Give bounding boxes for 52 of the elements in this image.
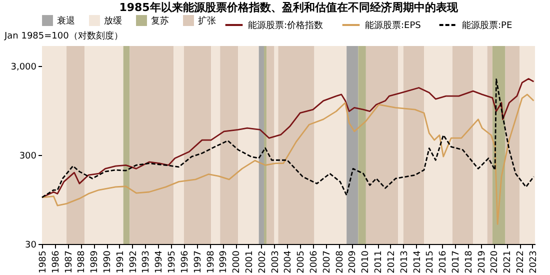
x-tick-label: 1991 [116, 250, 126, 274]
x-tick-label: 2001 [244, 250, 255, 274]
legend-label: 放缓 [104, 16, 122, 27]
x-tick-label: 1990 [103, 250, 114, 274]
x-tick-label: 1998 [206, 250, 216, 274]
x-tick-label: 2019 [477, 250, 488, 274]
y-tick-label: 3,000 [10, 62, 37, 72]
x-tick-label: 2004 [284, 250, 294, 274]
x-tick-label: 2016 [438, 250, 449, 274]
x-tick-label: 1989 [90, 250, 100, 274]
x-tick-label: 1996 [180, 250, 190, 274]
x-tick-label: 1995 [168, 250, 178, 274]
x-tick-label: 2020 [490, 250, 500, 274]
x-tick-label: 1999 [219, 250, 230, 274]
x-tick-label: 2002 [258, 250, 268, 274]
x-tick-label: 2021 [503, 250, 514, 274]
x-tick-label: 2018 [464, 250, 474, 274]
x-tick-label: 2000 [232, 250, 242, 274]
x-tick-label: 2003 [270, 250, 281, 274]
x-tick-label: 1992 [128, 250, 139, 274]
x-tick-label: 2012 [386, 250, 397, 274]
x-tick-label: 1993 [142, 250, 152, 274]
x-tick-label: 1985 [38, 250, 48, 274]
legend-label: 能源股票:PE [462, 20, 512, 31]
x-tick-label: 1986 [51, 250, 62, 274]
x-tick-label: 2007 [322, 250, 332, 274]
x-tick-label: 2008 [335, 250, 346, 274]
y-tick-label: 30 [25, 240, 37, 250]
x-tick-label: 2010 [361, 250, 372, 274]
x-tick-label: 1997 [193, 250, 204, 274]
line-series [41, 94, 534, 225]
x-tick-label: 2023 [528, 250, 539, 274]
x-tick-label: 1987 [64, 250, 74, 274]
x-tick-label: 2013 [400, 250, 410, 274]
legend-label: 扩张 [198, 16, 216, 27]
x-tick-label: 2015 [426, 250, 436, 274]
y-axis-title: Jan 1985=100（对数刻度） [4, 30, 123, 42]
chart-title: 1985年以来能源股票价格指数、盈利和估值在不同经济周期中的表现 [119, 1, 459, 14]
x-tick-label: 2014 [412, 250, 423, 274]
x-tick-label: 2009 [348, 250, 358, 274]
x-tick-label: 1988 [77, 250, 88, 274]
x-tick-label: 2011 [374, 250, 384, 274]
y-tick-label: 300 [19, 151, 37, 162]
x-tick-label: 1994 [154, 250, 165, 274]
x-tick-label: 2017 [451, 250, 462, 274]
x-tick-label: 2005 [296, 250, 307, 274]
x-tick-label: 2022 [516, 250, 526, 274]
legend-label: 能源股票:价格指数 [248, 20, 324, 31]
legend-label: 复苏 [151, 16, 169, 27]
legend-label: 衰退 [57, 16, 75, 27]
legend-label: 能源股票:EPS [365, 20, 422, 31]
x-tick-label: 2006 [310, 250, 320, 274]
